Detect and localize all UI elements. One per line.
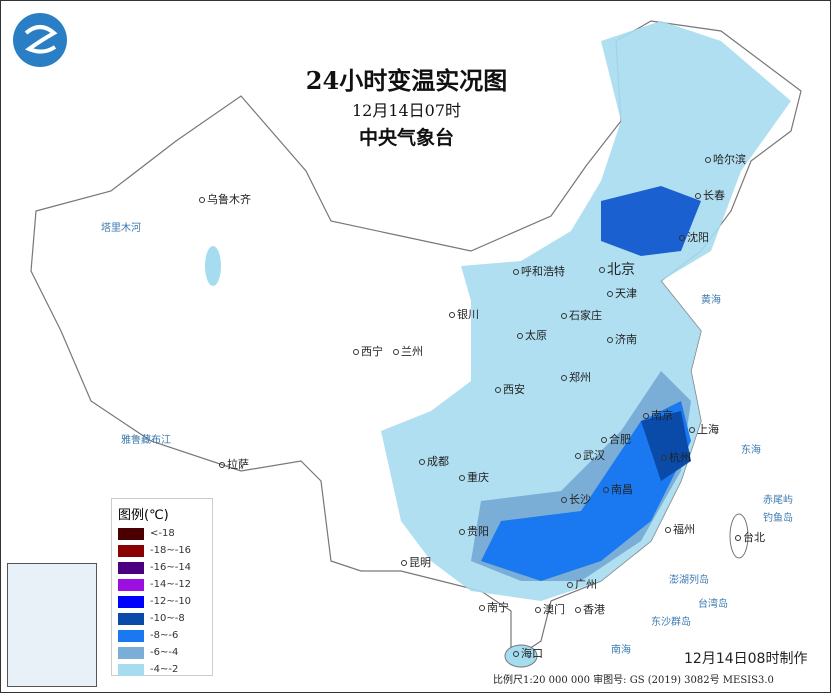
legend-item: -14~-12 — [118, 576, 212, 593]
geo-label: 赤尾屿 — [763, 495, 793, 506]
legend-label: -6~-4 — [150, 647, 179, 658]
city-label: 南宁 — [479, 599, 509, 615]
city-label: 长沙 — [561, 491, 591, 507]
city-label: 贵阳 — [459, 523, 489, 539]
legend-item: -10~-8 — [118, 610, 212, 627]
city-label: 济南 — [607, 331, 637, 347]
observation-time: 12月14日07时 — [351, 101, 462, 120]
city-label: 拉萨 — [219, 456, 249, 472]
agency: 中央气象台 — [358, 127, 454, 149]
legend-item: -8~-6 — [118, 627, 212, 644]
city-label: 哈尔滨 — [705, 151, 746, 167]
legend-title: 图例(℃) — [118, 508, 169, 523]
geo-label: 南海 — [611, 645, 631, 656]
legend-item: -4~-2 — [118, 661, 212, 678]
city-label: 西宁 — [353, 343, 383, 359]
city-label: 重庆 — [459, 469, 489, 485]
city-label: 成都 — [419, 453, 449, 469]
geo-label: 台湾岛 — [698, 599, 728, 610]
city-label: 长春 — [695, 187, 725, 203]
legend-swatch — [118, 612, 144, 625]
city-label: 昆明 — [401, 554, 431, 570]
city-label: 福州 — [665, 521, 695, 537]
legend-label: <-18 — [150, 528, 175, 539]
legend: 图例(℃) <-18 -18~-16 -16~-14 -14~-12 -12~-10 -1… — [111, 498, 213, 676]
legend-item: -6~-4 — [118, 644, 212, 661]
legend-item: -16~-14 — [118, 559, 212, 576]
legend-swatch — [118, 544, 144, 557]
city-label: 合肥 — [601, 431, 631, 447]
city-label: 乌鲁木齐 — [199, 191, 251, 207]
city-label: 南昌 — [603, 481, 633, 497]
legend-swatch — [118, 578, 144, 591]
city-label: 银川 — [449, 306, 479, 322]
geo-label: 东海 — [741, 445, 761, 456]
legend-label: -8~-6 — [150, 630, 179, 641]
legend-label: -16~-14 — [150, 562, 192, 573]
legend-swatch — [118, 561, 144, 574]
geo-label: 东沙群岛 — [651, 617, 691, 628]
city-label: 台北 — [735, 529, 765, 545]
city-label: 郑州 — [561, 369, 591, 385]
city-label: 香港 — [575, 601, 605, 617]
geo-label: 澎湖列岛 — [669, 575, 709, 586]
city-label: 南京 — [643, 407, 673, 423]
city-label: 海口 — [513, 645, 543, 661]
legend-swatch — [118, 595, 144, 608]
geo-label: 黄海 — [701, 295, 721, 306]
city-label: 兰州 — [393, 343, 423, 359]
legend-swatch — [118, 663, 144, 676]
city-label: 天津 — [607, 285, 637, 301]
geo-label: 塔里木河 — [101, 223, 141, 234]
city-label: 西安 — [495, 381, 525, 397]
map-title: 24小时变温实况图 — [305, 66, 508, 95]
lake — [205, 246, 221, 286]
legend-swatch — [118, 646, 144, 659]
production-time: 12月14日08时制作 — [684, 651, 808, 667]
city-label: 石家庄 — [561, 307, 602, 323]
legend-item: -18~-16 — [118, 542, 212, 559]
legend-swatch — [118, 629, 144, 642]
geo-label: 钓鱼岛 — [763, 513, 793, 524]
city-label: 澳门 — [535, 601, 565, 617]
city-label: 沈阳 — [679, 229, 709, 245]
map-info: 比例尺1:20 000 000 审图号: GS (2019) 3082号 MES… — [493, 675, 774, 686]
legend-label: -12~-10 — [150, 596, 192, 607]
city-label: 北京 — [599, 259, 635, 279]
city-label: 太原 — [517, 327, 547, 343]
city-label: 呼和浩特 — [513, 263, 565, 279]
geo-label: 雅鲁藏布江 — [121, 435, 171, 446]
city-label: 广州 — [567, 576, 597, 592]
legend-label: -18~-16 — [150, 545, 192, 556]
legend-swatch — [118, 527, 144, 540]
legend-item: <-18 — [118, 525, 212, 542]
cooling-area-core — [601, 186, 701, 256]
city-label: 上海 — [689, 421, 719, 437]
legend-label: -4~-2 — [150, 664, 179, 675]
cma-logo-icon — [13, 13, 67, 67]
city-label: 武汉 — [575, 447, 605, 463]
legend-item: -12~-10 — [118, 593, 212, 610]
city-label: 杭州 — [661, 449, 691, 465]
legend-label: -10~-8 — [150, 613, 185, 624]
legend-label: -14~-12 — [150, 579, 192, 590]
south-china-sea-inset — [7, 563, 97, 687]
cooling-area-strong — [481, 401, 691, 581]
